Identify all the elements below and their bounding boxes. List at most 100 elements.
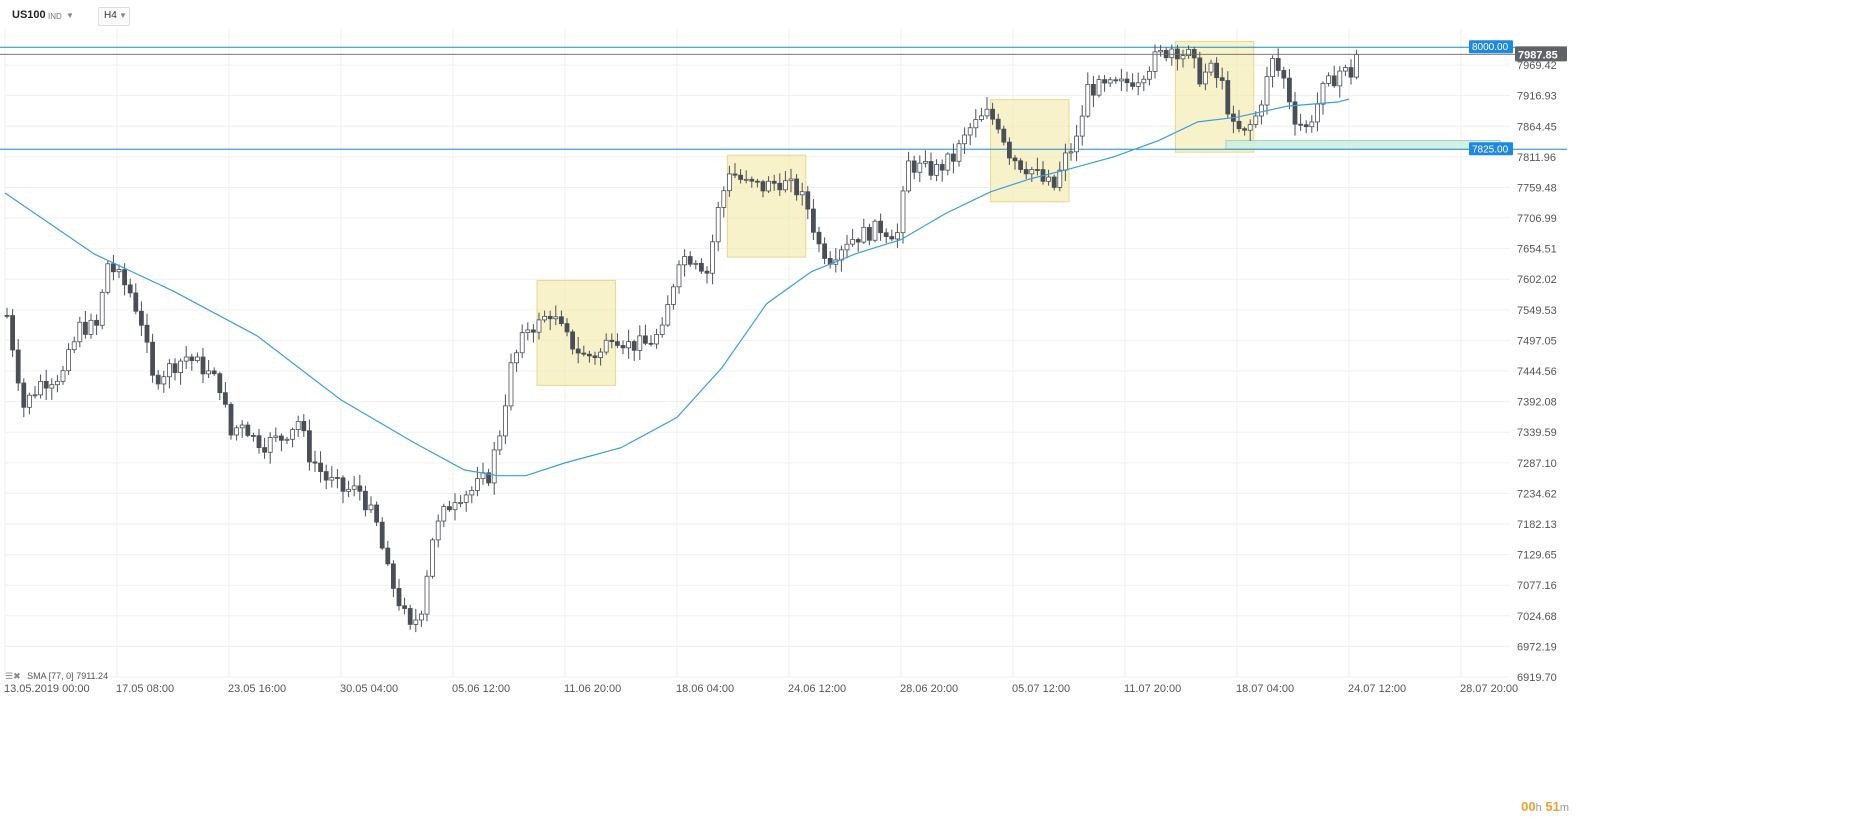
candle-down bbox=[1035, 169, 1040, 171]
candle-down bbox=[1219, 77, 1225, 81]
candle-up bbox=[1096, 79, 1102, 96]
candle-down bbox=[1242, 128, 1247, 131]
candle-up bbox=[721, 190, 727, 208]
candle-down bbox=[374, 504, 380, 523]
candle-up bbox=[1119, 78, 1124, 82]
candle-down bbox=[15, 349, 21, 384]
candle-up bbox=[26, 394, 32, 408]
candle-down bbox=[794, 178, 799, 196]
candle-down bbox=[402, 605, 408, 609]
candle-up bbox=[508, 362, 514, 407]
candle-up bbox=[267, 437, 273, 453]
candle-down bbox=[777, 182, 783, 191]
y-tick-label: 7811.96 bbox=[1517, 152, 1556, 164]
candle-up bbox=[183, 356, 189, 362]
candle-down bbox=[1124, 78, 1130, 84]
candle-up bbox=[671, 286, 676, 305]
candle-up bbox=[105, 263, 111, 293]
candle-up bbox=[1141, 78, 1147, 84]
symbol-dropdown-icon[interactable]: ▼ bbox=[66, 11, 74, 20]
candle-down bbox=[587, 353, 592, 357]
candle-up bbox=[55, 380, 60, 386]
candle-up bbox=[239, 424, 245, 429]
timeframe-dropdown-icon[interactable]: ▼ bbox=[119, 11, 127, 20]
candle-up bbox=[693, 262, 699, 265]
candle-up bbox=[1152, 51, 1158, 72]
candle-up bbox=[1320, 83, 1326, 105]
y-tick-label: 6972.19 bbox=[1517, 641, 1557, 653]
candle-down bbox=[878, 220, 883, 234]
candle-up bbox=[1186, 49, 1191, 56]
indicator-value: 7911.24 bbox=[76, 671, 109, 681]
candle-up bbox=[788, 178, 794, 182]
candle-down bbox=[200, 356, 206, 375]
candle-up bbox=[368, 504, 374, 511]
candle-up bbox=[88, 319, 94, 335]
candle-down bbox=[1001, 128, 1007, 143]
symbol-label[interactable]: US100 bbox=[12, 9, 46, 21]
x-tick-label: 13.05.2019 00:00 bbox=[4, 683, 90, 695]
indicator-menu-icon[interactable]: ☰✖ bbox=[5, 671, 21, 681]
candle-up bbox=[598, 351, 603, 359]
candle-up bbox=[872, 220, 878, 241]
highlight-zone bbox=[1174, 40, 1255, 153]
candle-up bbox=[553, 316, 559, 320]
candle-up bbox=[934, 164, 939, 176]
candle-down bbox=[643, 335, 648, 344]
x-tick-label: 28.06 20:00 bbox=[900, 683, 958, 695]
indicator-legend[interactable]: ☰✖ SMA [77, 0] 7911.24 bbox=[5, 671, 108, 682]
candle-down bbox=[144, 324, 150, 343]
timeframe-selector[interactable] bbox=[98, 7, 130, 26]
level-label-background bbox=[1469, 40, 1513, 54]
candle-down bbox=[592, 355, 598, 359]
candle-down bbox=[1051, 176, 1057, 188]
candle-down bbox=[43, 380, 49, 389]
candle-up bbox=[1074, 135, 1079, 153]
candle-up bbox=[1326, 75, 1331, 84]
timer-hours-unit: h bbox=[1535, 802, 1542, 814]
candle-down bbox=[323, 471, 329, 481]
candle-down bbox=[928, 161, 934, 176]
y-tick-label: 7392.08 bbox=[1517, 397, 1557, 409]
candle-up bbox=[66, 349, 71, 372]
candle-up bbox=[715, 207, 721, 243]
x-tick-label: 18.07 04:00 bbox=[1236, 683, 1294, 695]
candle-up bbox=[1270, 58, 1275, 78]
candle-up bbox=[536, 319, 542, 333]
candle-up bbox=[49, 384, 55, 389]
current-price-label-background bbox=[1515, 46, 1567, 62]
candle-down bbox=[855, 239, 861, 243]
candle-up bbox=[967, 127, 973, 136]
candle-up bbox=[418, 613, 424, 621]
x-tick-label: 05.06 12:00 bbox=[452, 683, 510, 695]
candle-up bbox=[435, 520, 441, 541]
candle-up bbox=[452, 502, 458, 511]
candle-up bbox=[654, 334, 659, 345]
x-tick-label: 23.05 16:00 bbox=[228, 683, 286, 695]
y-tick-label: 7234.62 bbox=[1517, 488, 1557, 500]
candle-up bbox=[351, 485, 357, 490]
candle-up bbox=[1315, 103, 1320, 123]
x-tick-label: 24.06 12:00 bbox=[788, 683, 846, 695]
timer-minutes: 51 bbox=[1545, 799, 1560, 814]
candle-up bbox=[682, 256, 687, 266]
current-price-label: 7987.85 bbox=[1518, 49, 1558, 61]
y-tick-label: 7916.93 bbox=[1517, 91, 1557, 103]
candle-down bbox=[211, 370, 217, 375]
x-tick-label: 24.07 12:00 bbox=[1348, 683, 1406, 695]
candle-down bbox=[362, 490, 368, 511]
candle-up bbox=[665, 304, 671, 326]
candle-down bbox=[564, 323, 570, 333]
y-tick-label: 7287.10 bbox=[1517, 458, 1557, 470]
candle-up bbox=[900, 190, 906, 234]
candle-down bbox=[1225, 80, 1231, 115]
candle-up bbox=[1203, 71, 1208, 85]
candle-up bbox=[743, 178, 749, 181]
candle-up bbox=[491, 449, 497, 484]
support-zone bbox=[1225, 140, 1501, 150]
candle-down bbox=[1091, 84, 1096, 96]
candle-down bbox=[396, 588, 402, 607]
candle-down bbox=[867, 226, 872, 241]
candle-down bbox=[306, 430, 312, 463]
